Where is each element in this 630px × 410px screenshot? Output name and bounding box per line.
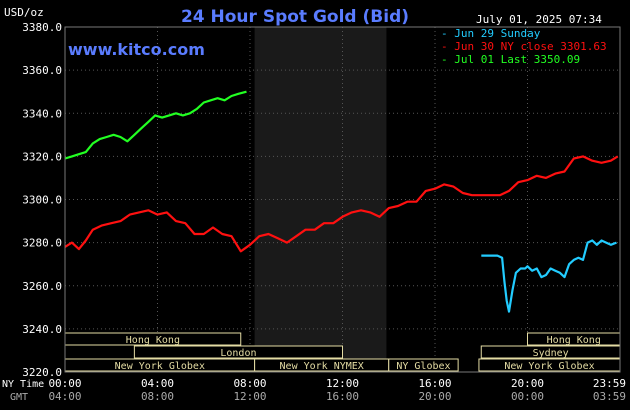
price-series: [64, 90, 619, 313]
session-label-3: New York NYMEX: [280, 361, 364, 372]
x-tick-ny-1: 04:00: [141, 377, 174, 390]
y-tick-label-1: 3360.0: [22, 64, 62, 77]
nymex-shaded-region: [254, 27, 387, 372]
legend: - Jun 29 Sunday - Jun 30 NY close 3301.6…: [441, 27, 607, 66]
series-line-1: [64, 155, 619, 253]
y-tick-label-5: 3280.0: [22, 237, 62, 250]
gmt-label: GMT: [10, 392, 28, 403]
x-tick-ny-2: 08:00: [233, 377, 266, 390]
session-bar-4: [388, 358, 459, 372]
session-label-2: New York Globex: [115, 361, 205, 372]
session-bar-1: [133, 345, 343, 359]
x-tick-ny-6: 23:59: [593, 377, 626, 390]
session-label-0: Hong Kong: [126, 335, 180, 346]
y-tick-label-3: 3320.0: [22, 150, 62, 163]
x-tick-gmt-4: 20:00: [418, 390, 451, 403]
website-label: www.kitco.com: [68, 40, 205, 59]
legend-jun30: - Jun 30 NY close 3301.63: [441, 40, 607, 53]
x-tick-gmt-1: 08:00: [141, 390, 174, 403]
legend-jul01: - Jul 01 Last 3350.09: [441, 53, 580, 66]
x-tick-gmt-0: 04:00: [48, 390, 81, 403]
session-label-4: NY Globex: [396, 361, 450, 372]
session-label-5: Hong Kong: [547, 335, 601, 346]
series-line-2: [64, 90, 247, 160]
y-tick-label-7: 3240.0: [22, 323, 62, 336]
chart-title: 24 Hour Spot Gold (Bid): [181, 7, 409, 27]
x-tick-labels: 00:0004:0004:0008:0008:0012:0012:0016:00…: [48, 377, 626, 403]
session-label-6: Sydney: [533, 348, 569, 359]
x-tick-ny-4: 16:00: [418, 377, 451, 390]
series-line-0: [481, 239, 617, 313]
y-tick-label-2: 3340.0: [22, 107, 62, 120]
trading-sessions: Hong Kong London New York Globex New York N…: [64, 332, 621, 372]
x-tick-gmt-5: 00:00: [511, 390, 544, 403]
y-tick-label-6: 3260.0: [22, 280, 62, 293]
x-tick-ny-3: 12:00: [326, 377, 359, 390]
y-tick-label-0: 3380.0: [22, 21, 62, 34]
y-axis-label: USD/oz: [4, 6, 44, 19]
x-tick-gmt-6: 03:59: [593, 390, 626, 403]
session-label-7: New York Globex: [504, 361, 594, 372]
x-tick-gmt-3: 16:00: [326, 390, 359, 403]
ny-time-label: NY Time: [2, 379, 44, 390]
x-tick-ny-0: 00:00: [48, 377, 81, 390]
x-tick-gmt-2: 12:00: [233, 390, 266, 403]
chart-timestamp: July 01, 2025 07:34: [476, 13, 602, 26]
y-tick-label-8: 3220.0: [22, 366, 62, 379]
session-label-1: London: [220, 348, 256, 359]
y-tick-labels: 3380.0 3360.0 3340.0 3320.0 3300.0 3280.0 3260…: [22, 21, 62, 379]
y-tick-label-4: 3300.0: [22, 194, 62, 207]
x-tick-ny-5: 20:00: [511, 377, 544, 390]
plot-frame: [64, 26, 621, 373]
legend-jun29: - Jun 29 Sunday: [441, 27, 541, 40]
